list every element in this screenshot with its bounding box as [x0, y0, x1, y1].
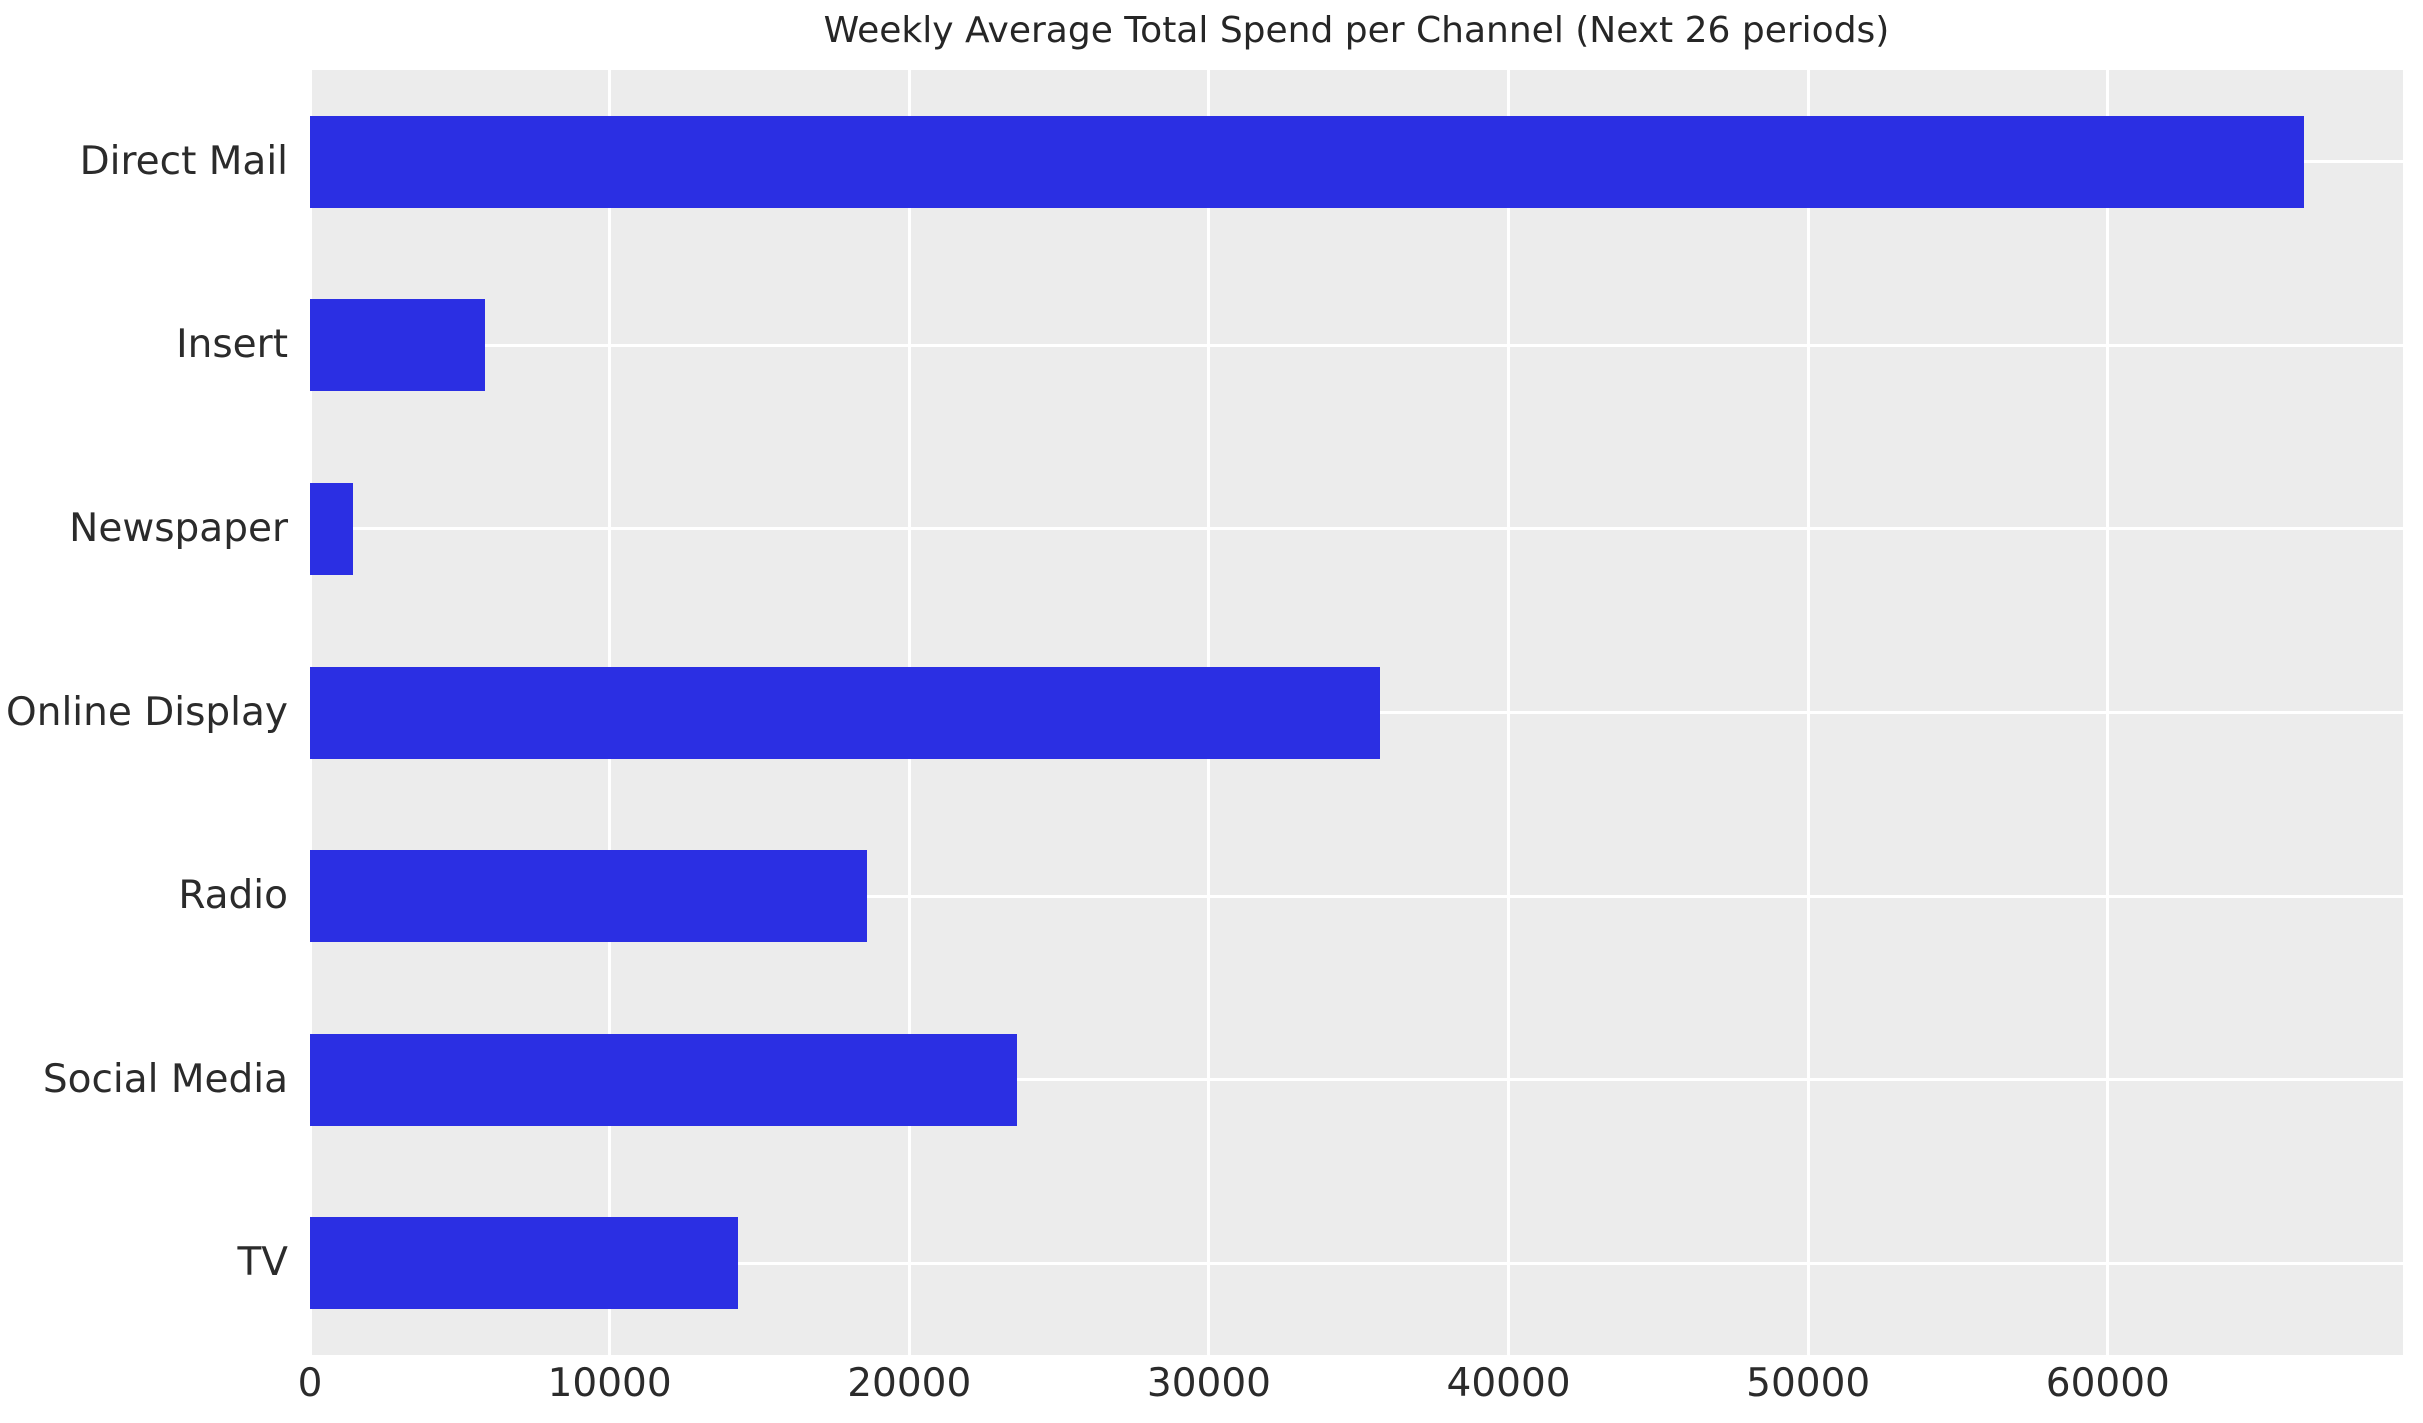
- y-tick-label-direct-mail: Direct Mail: [79, 138, 288, 184]
- x-tick-label-0: 0: [297, 1361, 323, 1406]
- x-tick-label-20000: 20000: [847, 1361, 972, 1406]
- plot-area: [308, 70, 2403, 1355]
- gridline-y-social-media: [310, 1078, 2403, 1082]
- gridline-y-newspaper: [310, 527, 2403, 531]
- x-tick-label-50000: 50000: [1746, 1361, 1871, 1406]
- bar-insert: [310, 299, 486, 392]
- x-tick-label-30000: 30000: [1146, 1361, 1271, 1406]
- chart-title: Weekly Average Total Spend per Channel (…: [823, 10, 1890, 51]
- y-tick-label-online-display: Online Display: [6, 689, 288, 735]
- bar-radio: [310, 850, 868, 943]
- y-tick-label-tv: TV: [237, 1240, 288, 1286]
- y-tick-label-insert: Insert: [176, 322, 288, 368]
- bar-social-media: [310, 1033, 1018, 1126]
- gridline-y-radio: [310, 894, 2403, 898]
- bar-direct-mail: [310, 115, 2305, 208]
- gridline-y-insert: [310, 343, 2403, 347]
- x-tick-label-10000: 10000: [547, 1361, 672, 1406]
- y-tick-label-newspaper: Newspaper: [69, 505, 288, 551]
- x-tick-label-60000: 60000: [2045, 1361, 2170, 1406]
- bar-tv: [310, 1217, 739, 1310]
- bar-newspaper: [310, 482, 354, 575]
- x-tick-label-40000: 40000: [1446, 1361, 1571, 1406]
- bar-online-display: [310, 666, 1380, 759]
- y-tick-label-social-media: Social Media: [42, 1056, 288, 1102]
- y-tick-label-radio: Radio: [178, 873, 288, 919]
- gridline-y-tv: [310, 1261, 2403, 1265]
